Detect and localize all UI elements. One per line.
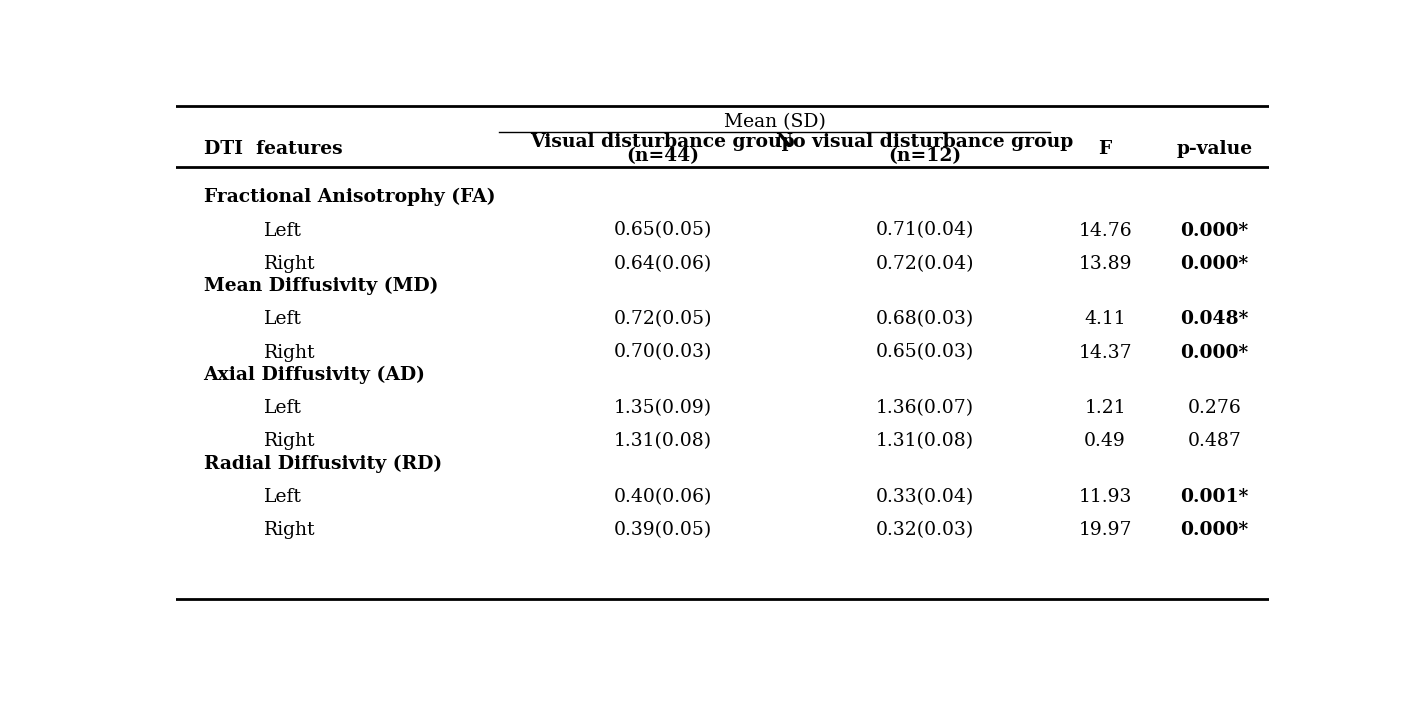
Text: Visual disturbance group: Visual disturbance group (530, 132, 795, 150)
Text: 0.49: 0.49 (1084, 432, 1127, 450)
Text: 0.71(0.04): 0.71(0.04) (876, 222, 974, 240)
Text: 11.93: 11.93 (1079, 487, 1132, 505)
Text: Right: Right (264, 432, 316, 450)
Text: 14.76: 14.76 (1079, 222, 1132, 240)
Text: 0.68(0.03): 0.68(0.03) (876, 310, 974, 328)
Text: p-value: p-value (1176, 140, 1252, 158)
Text: 0.65(0.05): 0.65(0.05) (613, 222, 712, 240)
Text: 0.70(0.03): 0.70(0.03) (613, 343, 712, 361)
Text: Left: Left (264, 487, 302, 505)
Text: Right: Right (264, 521, 316, 539)
Text: 0.000*: 0.000* (1180, 255, 1248, 273)
Text: (n=12): (n=12) (888, 147, 962, 165)
Text: Mean (SD): Mean (SD) (723, 114, 825, 132)
Text: Right: Right (264, 255, 316, 273)
Text: 0.048*: 0.048* (1180, 310, 1248, 328)
Text: 1.36(0.07): 1.36(0.07) (876, 399, 974, 417)
Text: 1.21: 1.21 (1084, 399, 1127, 417)
Text: DTI  features: DTI features (203, 140, 343, 158)
Text: 13.89: 13.89 (1079, 255, 1132, 273)
Text: Right: Right (264, 343, 316, 361)
Text: 0.001*: 0.001* (1180, 487, 1248, 505)
Text: 4.11: 4.11 (1084, 310, 1127, 328)
Text: Left: Left (264, 399, 302, 417)
Text: 0.64(0.06): 0.64(0.06) (613, 255, 712, 273)
Text: 19.97: 19.97 (1079, 521, 1132, 539)
Text: 0.65(0.03): 0.65(0.03) (876, 343, 974, 361)
Text: 0.487: 0.487 (1187, 432, 1241, 450)
Text: 14.37: 14.37 (1079, 343, 1132, 361)
Text: 1.31(0.08): 1.31(0.08) (613, 432, 712, 450)
Text: 0.40(0.06): 0.40(0.06) (613, 487, 712, 505)
Text: 0.39(0.05): 0.39(0.05) (613, 521, 712, 539)
Text: 0.000*: 0.000* (1180, 521, 1248, 539)
Text: Radial Diffusivity (RD): Radial Diffusivity (RD) (203, 454, 441, 472)
Text: 0.72(0.05): 0.72(0.05) (613, 310, 712, 328)
Text: 0.000*: 0.000* (1180, 343, 1248, 361)
Text: F: F (1098, 140, 1111, 158)
Text: (n=44): (n=44) (626, 147, 699, 165)
Text: 0.32(0.03): 0.32(0.03) (876, 521, 974, 539)
Text: 0.33(0.04): 0.33(0.04) (876, 487, 974, 505)
Text: Axial Diffusivity (AD): Axial Diffusivity (AD) (203, 366, 426, 384)
Text: Mean Diffusivity (MD): Mean Diffusivity (MD) (203, 277, 439, 295)
Text: Fractional Anisotrophy (FA): Fractional Anisotrophy (FA) (203, 188, 495, 207)
Text: 0.000*: 0.000* (1180, 222, 1248, 240)
Text: 1.31(0.08): 1.31(0.08) (876, 432, 974, 450)
Text: Left: Left (264, 222, 302, 240)
Text: No visual disturbance group: No visual disturbance group (776, 132, 1073, 150)
Text: 0.72(0.04): 0.72(0.04) (876, 255, 974, 273)
Text: Left: Left (264, 310, 302, 328)
Text: 1.35(0.09): 1.35(0.09) (613, 399, 712, 417)
Text: 0.276: 0.276 (1187, 399, 1241, 417)
